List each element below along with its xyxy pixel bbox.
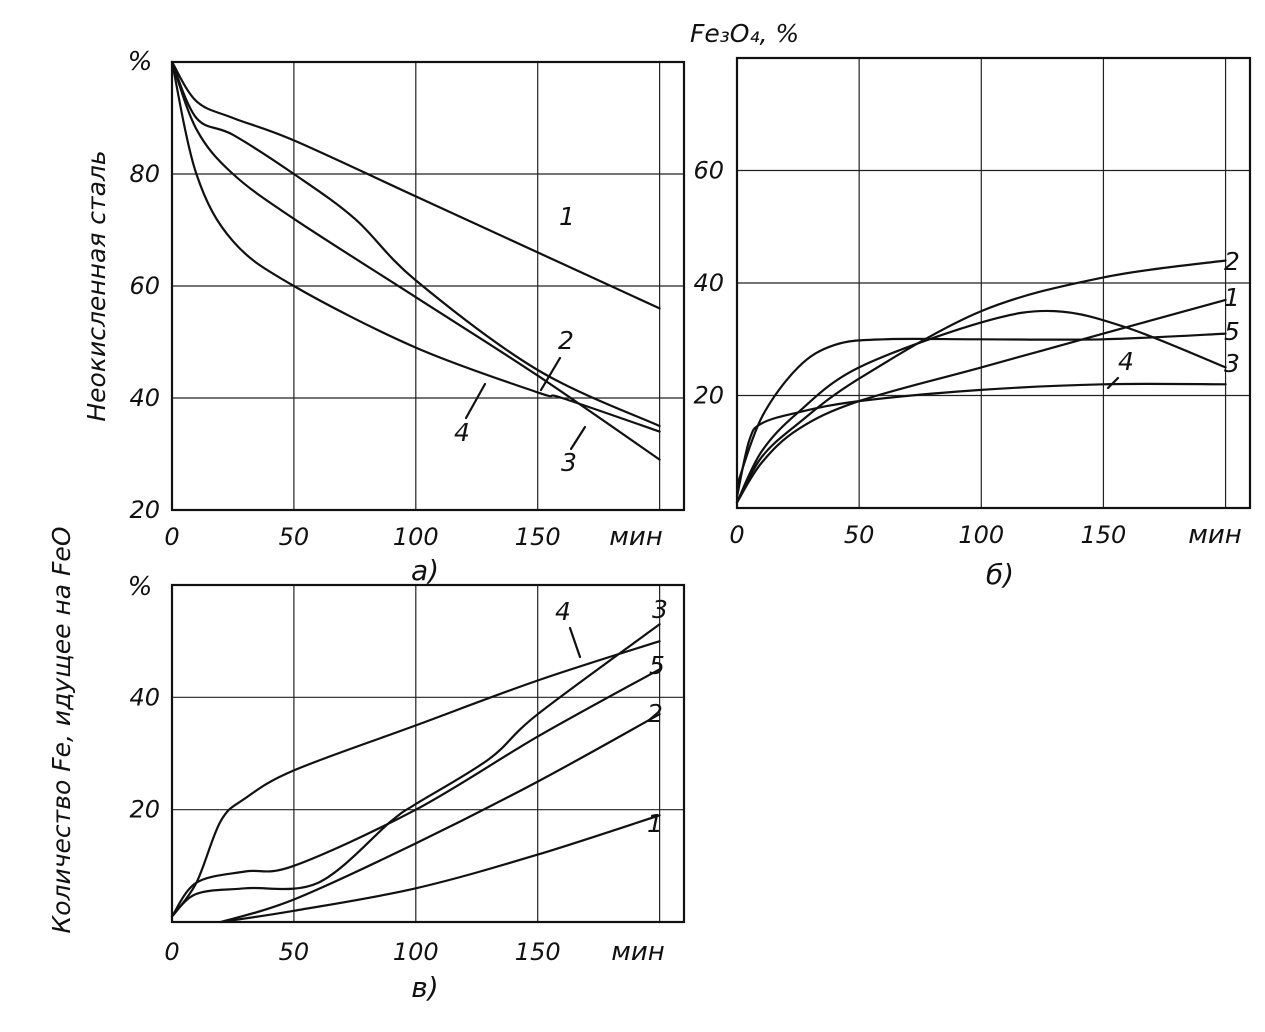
panel-label: в) [411,971,438,1004]
y-axis-label: Fe₃O₄, % [690,19,799,48]
y-axis-label: Количество Fe, идущее на FeO [47,527,76,934]
curve-label: 3 [652,595,668,624]
panel-b-chart: 0 50 100 150 20 40 60 мин Fe₃O₄, % б) 1 2 3 4 5 [690,19,1252,591]
y-tick-label: 20 [129,796,160,824]
y-tick-label: 40 [129,683,160,711]
series-line-5 [735,332,1227,487]
panel-c-chart: 0 50 100 150 20 40 мин% Количество Fe, идущее н… [47,527,686,1004]
series-line-4 [170,640,661,918]
y-unit-label: % [128,47,153,77]
panel-a-chart: 0 50 100 150 20 40 60 80 мин% Неокисленная сталь а… [82,47,686,587]
x-unit-label: мин [1188,520,1242,550]
y-tick-label: 60 [693,157,724,185]
panel-label: б) [986,558,1014,591]
y-tick-label: 20 [129,496,160,524]
series-line-2 [219,713,661,924]
series-line-5 [170,668,661,918]
curve-label-leader [569,425,587,451]
curve-label: 4 [555,597,571,626]
plot-frame [170,60,686,512]
series-line-4 [735,382,1227,498]
series-line-3 [170,623,661,918]
x-tick-label: 150 [515,523,561,551]
curve-label: 5 [649,651,665,680]
y-tick-label: 60 [129,272,160,300]
curve-label: 2 [1224,247,1240,276]
x-tick-label: 100 [958,521,1004,549]
y-tick-label: 40 [693,269,724,297]
curve-label: 1 [1224,283,1240,312]
y-tick-label: 80 [129,160,160,188]
curve-label-leader [1106,376,1120,390]
y-unit-label: % [128,572,153,602]
curve-label: 2 [558,326,574,355]
x-unit-label: мин [611,937,665,967]
x-tick-label: 0 [164,523,179,551]
curve-label: 4 [454,418,470,447]
plot-frame [170,583,686,924]
y-tick-label: 20 [693,382,724,410]
curve-label: 3 [1224,349,1240,378]
x-tick-label: 100 [393,523,439,551]
curve-label-leader [539,356,562,392]
series-line-3 [735,309,1227,504]
x-tick-label: 150 [1081,521,1127,549]
panel-label: а) [411,554,439,587]
x-unit-label: мин [609,522,663,552]
series-line-2 [735,259,1227,504]
series-line-2 [170,60,661,428]
curve-label: 2 [647,699,663,728]
x-tick-label: 50 [279,938,310,966]
y-tick-label: 40 [129,384,160,412]
series-line-1 [219,814,661,924]
series-line-1 [735,298,1227,504]
curve-label: 1 [559,202,575,231]
curve-label: 4 [1118,347,1134,376]
curve-label: 1 [647,809,663,838]
plot-frame [735,56,1252,510]
x-tick-label: 100 [393,938,439,966]
series-line-1 [170,60,661,310]
curve-label: 5 [1224,317,1240,346]
y-axis-label: Неокисленная сталь [82,150,111,421]
curve-label: 3 [561,448,577,477]
x-tick-label: 150 [515,938,561,966]
x-tick-label: 0 [164,938,179,966]
x-tick-label: 0 [729,521,744,549]
curve-label-leader [464,382,487,420]
series-line-3 [170,60,661,461]
series-line-4 [170,60,661,433]
curve-label-leader [568,626,582,659]
x-tick-label: 50 [279,523,310,551]
x-tick-label: 50 [844,521,875,549]
